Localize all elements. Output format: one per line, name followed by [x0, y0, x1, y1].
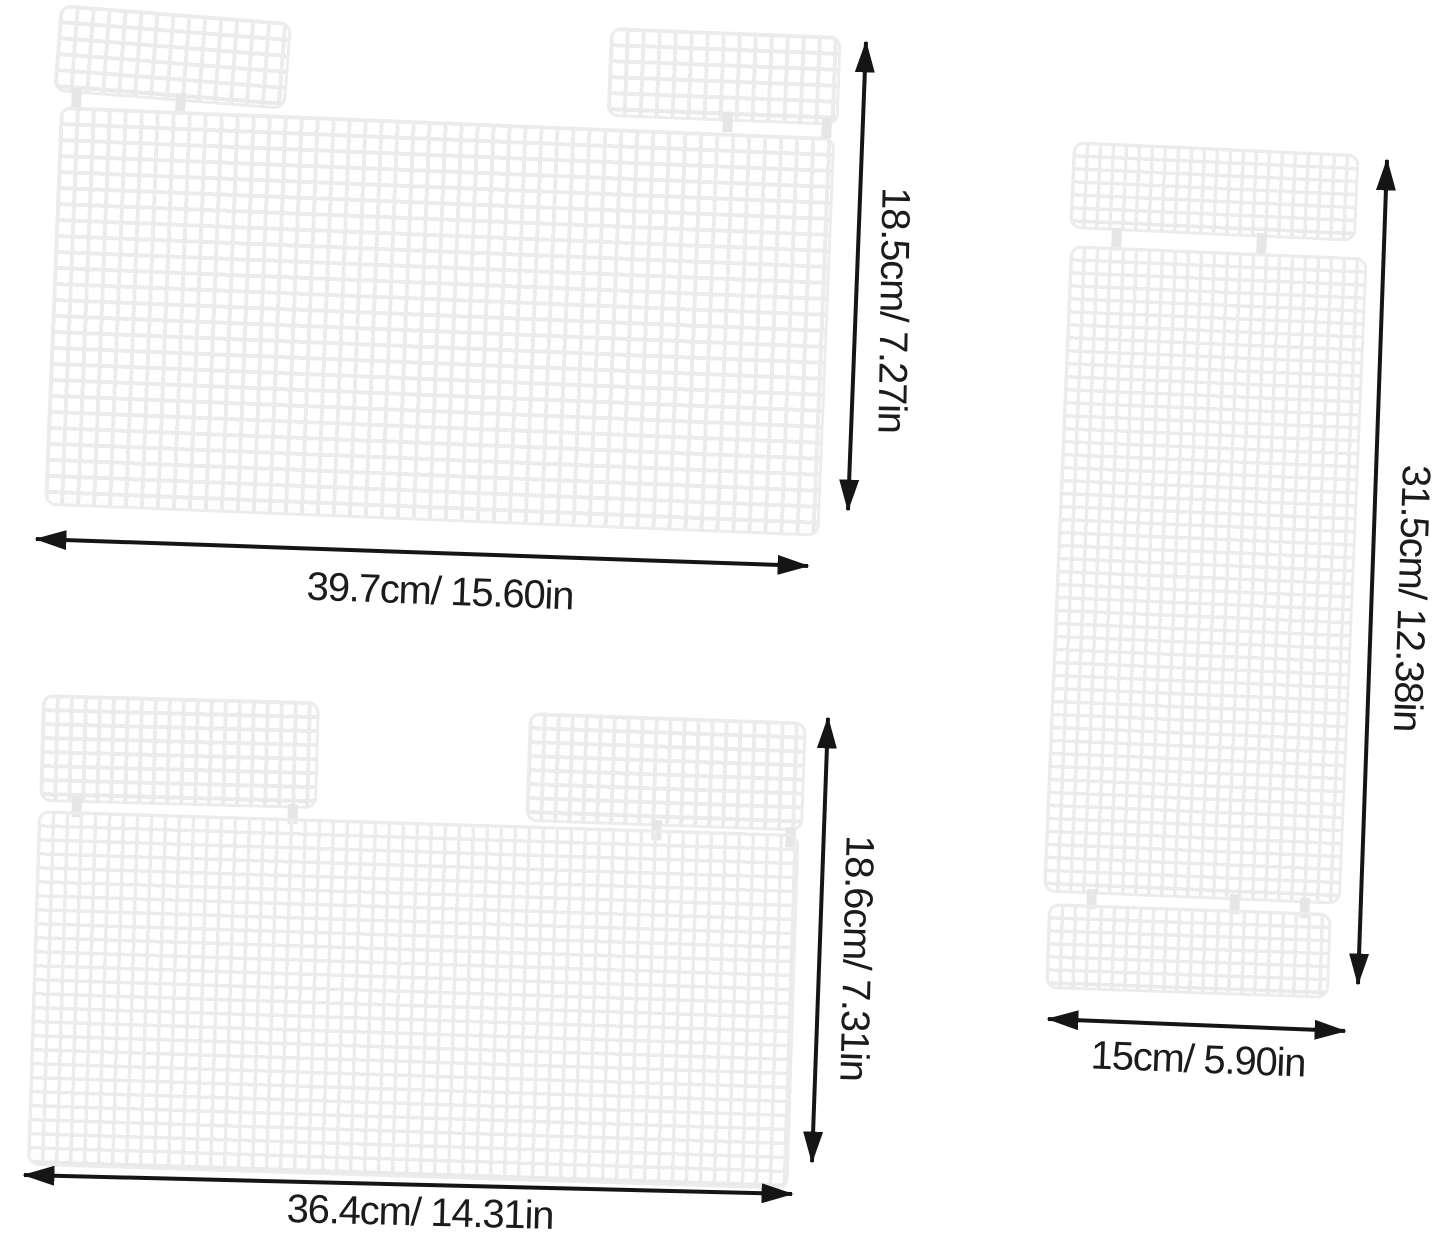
dimension-arrow-right-width	[1046, 1010, 1347, 1040]
dimension-label-bottom-left-width: 36.4cm/ 14.31in	[286, 1187, 554, 1238]
dimension-label-top-left-height: 18.5cm/ 7.27in	[869, 186, 918, 434]
dimension-arrow-top-left-height	[839, 40, 875, 512]
dimension-label-right-width: 15cm/ 5.90in	[1089, 1033, 1307, 1086]
dimension-arrow-bottom-left-width	[22, 1165, 794, 1204]
dimension-arrow-bottom-left-height	[803, 716, 837, 1164]
dimension-label-bottom-left-height: 18.6cm/ 7.31in	[831, 834, 882, 1082]
dimension-label-right-height: 31.5cm/ 12.38in	[1384, 464, 1434, 733]
dimension-arrow-right-height	[1349, 158, 1396, 986]
dimension-arrow-top-left-width	[34, 530, 810, 575]
